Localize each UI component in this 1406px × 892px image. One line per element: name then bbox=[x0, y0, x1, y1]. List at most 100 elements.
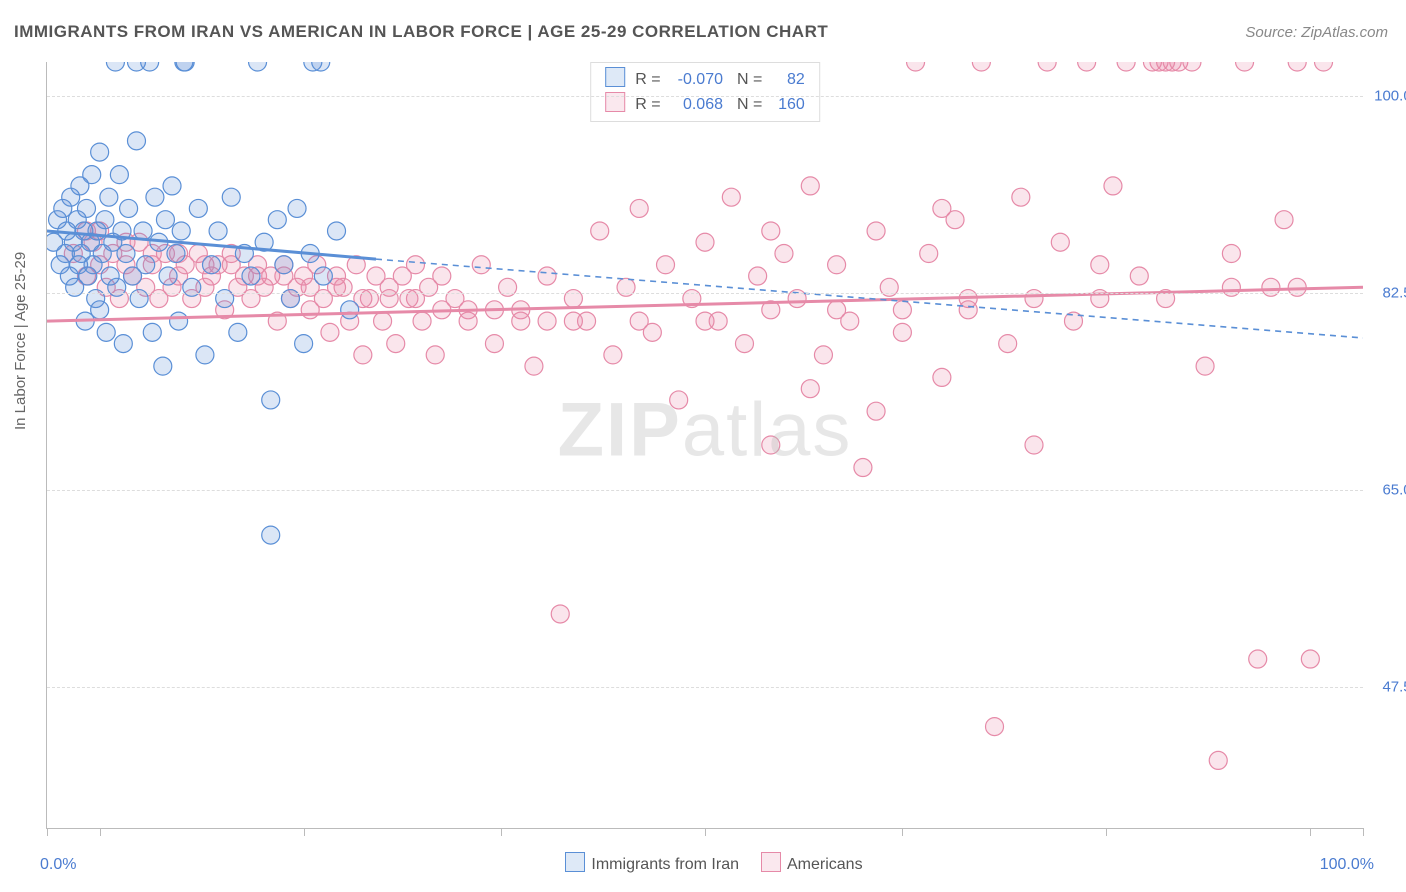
x-tick bbox=[501, 828, 502, 836]
source-prefix: Source: bbox=[1245, 24, 1301, 41]
gridline-h bbox=[47, 687, 1363, 688]
iran-point bbox=[242, 267, 260, 285]
american-point bbox=[933, 368, 951, 386]
iran-point bbox=[159, 267, 177, 285]
american-point bbox=[321, 323, 339, 341]
stats-R-label: R = bbox=[635, 71, 665, 88]
american-point bbox=[762, 222, 780, 240]
iran-point bbox=[127, 132, 145, 150]
american-point bbox=[564, 312, 582, 330]
american-point bbox=[387, 335, 405, 353]
iran-point bbox=[146, 188, 164, 206]
stats-R-value-iran: -0.070 bbox=[665, 68, 723, 92]
american-point bbox=[374, 312, 392, 330]
american-point bbox=[1236, 62, 1254, 71]
chart-title: IMMIGRANTS FROM IRAN VS AMERICAN IN LABO… bbox=[14, 22, 828, 42]
american-point bbox=[775, 245, 793, 263]
iran-point bbox=[341, 301, 359, 319]
american-point bbox=[828, 256, 846, 274]
american-point bbox=[1288, 62, 1306, 71]
american-point bbox=[1222, 245, 1240, 263]
american-point bbox=[591, 222, 609, 240]
stats-R-label: R = bbox=[635, 96, 665, 113]
iran-point bbox=[170, 312, 188, 330]
iran-point bbox=[268, 211, 286, 229]
iran-point bbox=[249, 62, 267, 71]
american-point bbox=[1196, 357, 1214, 375]
american-point bbox=[1249, 650, 1267, 668]
american-point bbox=[959, 301, 977, 319]
x-tick bbox=[304, 828, 305, 836]
iran-point bbox=[172, 222, 190, 240]
x-tick bbox=[1310, 828, 1311, 836]
american-point bbox=[814, 346, 832, 364]
iran-point bbox=[288, 199, 306, 217]
iran-point bbox=[120, 199, 138, 217]
american-point bbox=[762, 436, 780, 454]
american-point bbox=[472, 256, 490, 274]
iran-point bbox=[203, 256, 221, 274]
iran-point bbox=[196, 346, 214, 364]
gridline-h bbox=[47, 293, 1363, 294]
american-point bbox=[433, 267, 451, 285]
iran-point bbox=[229, 323, 247, 341]
american-point bbox=[1275, 211, 1293, 229]
iran-point bbox=[100, 188, 118, 206]
x-tick bbox=[47, 828, 48, 836]
iran-point bbox=[91, 143, 109, 161]
plot-area: ZIPatlas R = -0.070N = 82R = 0.068N = 16… bbox=[46, 62, 1363, 829]
american-point bbox=[512, 312, 530, 330]
legend-label-iran: Immigrants from Iran bbox=[591, 856, 739, 873]
american-point bbox=[1104, 177, 1122, 195]
iran-point bbox=[189, 199, 207, 217]
american-point bbox=[538, 267, 556, 285]
iran-point bbox=[275, 256, 293, 274]
american-point bbox=[406, 256, 424, 274]
iran-point bbox=[114, 335, 132, 353]
american-point bbox=[867, 402, 885, 420]
american-point bbox=[551, 605, 569, 623]
y-tick-label: 82.5% bbox=[1382, 284, 1406, 301]
stats-N-label: N = bbox=[737, 71, 767, 88]
iran-point bbox=[163, 177, 181, 195]
american-point bbox=[1183, 62, 1201, 71]
american-point bbox=[525, 357, 543, 375]
iran-point bbox=[91, 301, 109, 319]
legend-swatch-iran bbox=[565, 852, 585, 872]
iran-point bbox=[295, 335, 313, 353]
american-point bbox=[828, 301, 846, 319]
x-tick bbox=[705, 828, 706, 836]
gridline-h bbox=[47, 96, 1363, 97]
american-point bbox=[1025, 436, 1043, 454]
american-point bbox=[801, 177, 819, 195]
iran-point bbox=[222, 188, 240, 206]
stats-N-label: N = bbox=[737, 96, 767, 113]
iran-point bbox=[167, 245, 185, 263]
iran-point bbox=[106, 62, 124, 71]
american-point bbox=[854, 459, 872, 477]
american-point bbox=[426, 346, 444, 364]
scatter-svg bbox=[47, 62, 1363, 828]
american-point bbox=[1038, 62, 1056, 71]
american-point bbox=[485, 335, 503, 353]
american-point bbox=[670, 391, 688, 409]
chart-container: IMMIGRANTS FROM IRAN VS AMERICAN IN LABO… bbox=[0, 0, 1406, 892]
american-point bbox=[920, 245, 938, 263]
american-point bbox=[933, 199, 951, 217]
american-point bbox=[1315, 62, 1333, 71]
american-point bbox=[907, 62, 925, 71]
iran-point bbox=[262, 526, 280, 544]
american-point bbox=[696, 233, 714, 251]
legend-label-american: Americans bbox=[787, 856, 863, 873]
iran-point bbox=[262, 391, 280, 409]
iran-point bbox=[141, 62, 159, 71]
y-tick-label: 100.0% bbox=[1374, 87, 1406, 104]
iran-point bbox=[143, 323, 161, 341]
stats-swatch-iran bbox=[605, 67, 625, 87]
iran-point bbox=[314, 267, 332, 285]
american-point bbox=[972, 62, 990, 71]
american-point bbox=[1091, 256, 1109, 274]
iran-point bbox=[156, 211, 174, 229]
iran-point bbox=[154, 357, 172, 375]
american-point bbox=[749, 267, 767, 285]
